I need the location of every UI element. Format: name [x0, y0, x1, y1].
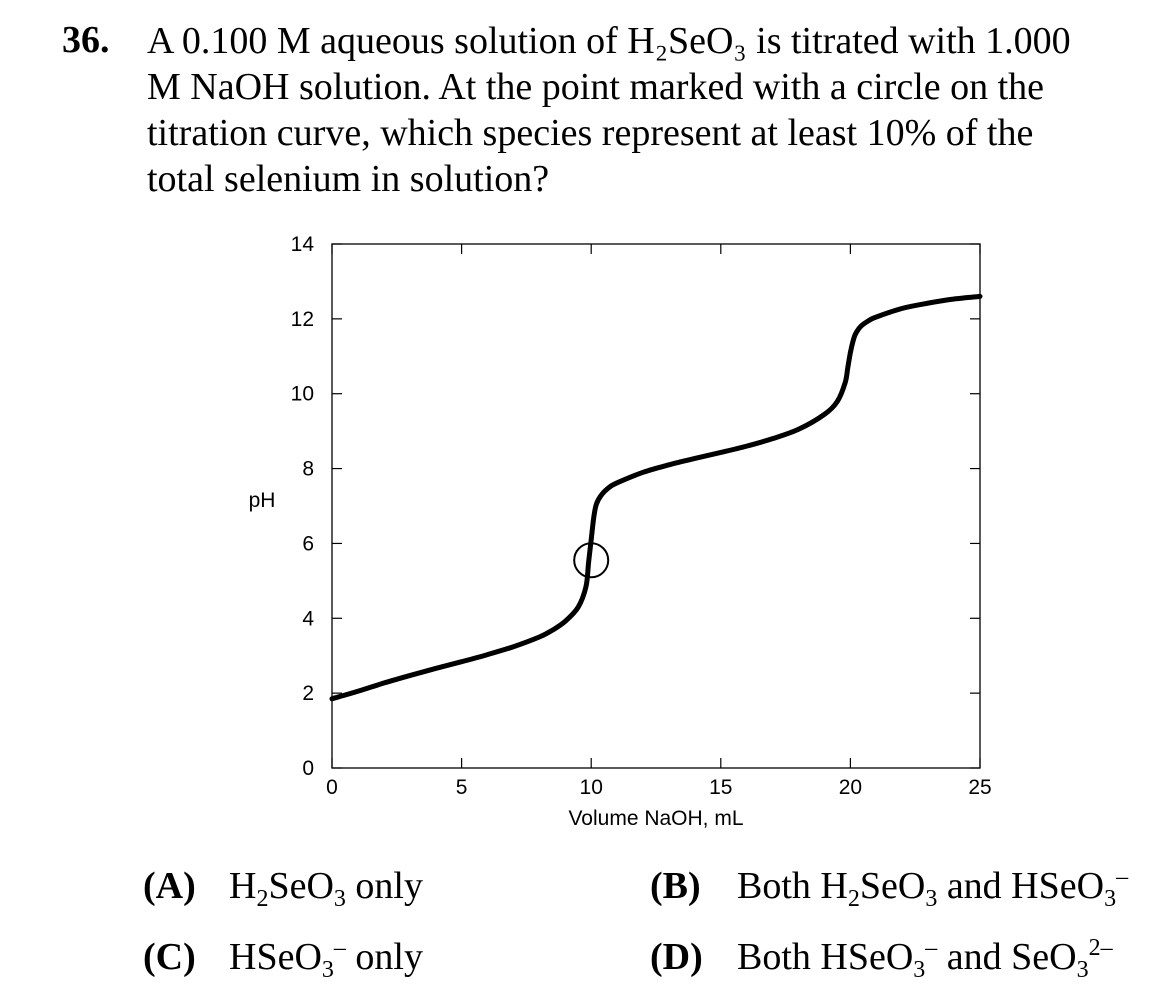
y-tick-label: 14 [291, 233, 315, 256]
y-tick-label: 8 [302, 458, 314, 481]
y-tick-label: 10 [291, 383, 314, 406]
y-tick-label: 0 [302, 757, 314, 780]
x-tick-label: 5 [456, 776, 468, 799]
x-tick-label: 20 [839, 776, 862, 799]
y-tick-label: 4 [302, 607, 314, 630]
choice-d-text: Both HSeO3– and SeO32– [737, 935, 1113, 983]
choice-d-letter: (D) [650, 936, 703, 978]
x-tick-label: 15 [709, 776, 732, 799]
chart-tick-labels: 0 5 10 15 20 25 0 2 4 6 8 10 12 14 [291, 233, 992, 799]
choice-b-letter: (B) [650, 865, 701, 907]
choice-a-letter: (A) [143, 865, 196, 907]
x-axis-label: Volume NaOH, mL [568, 807, 743, 830]
question-line-1: A 0.100 M aqueous solution of H₂SeO₃ is … [147, 20, 1071, 62]
choice-a-text: H2SeO3 only [229, 865, 423, 912]
circle-marker [573, 542, 610, 579]
question-line-2: M NaOH solution. At the point marked wit… [147, 66, 1045, 108]
question-line-4: total selenium in solution? [147, 158, 550, 200]
question-line-3: titration curve, which species represent… [147, 112, 1034, 154]
choice-d[interactable]: (D) Both HSeO3– and SeO32– [650, 935, 1113, 982]
y-tick-label: 2 [302, 682, 314, 705]
chart-ticks [331, 243, 981, 769]
question-text: A 0.100 M aqueous solution of H₂SeO₃ is … [147, 18, 1157, 202]
question-number: 36. [62, 19, 110, 61]
choice-b-text: Both H2SeO3 and HSeO3– [737, 864, 1129, 912]
plot-frame [331, 243, 981, 769]
choice-c-letter: (C) [143, 936, 196, 978]
choice-c[interactable]: (C) HSeO3– only [143, 935, 423, 982]
y-tick-label: 12 [291, 308, 314, 331]
y-tick-label: 6 [302, 532, 314, 555]
x-tick-label: 25 [968, 776, 991, 799]
choice-a[interactable]: (A) H2SeO3 only [143, 864, 423, 911]
x-tick-label: 10 [580, 776, 603, 799]
x-tick-label: 0 [326, 776, 338, 799]
y-axis-label: pH [249, 489, 276, 512]
choice-b[interactable]: (B) Both H2SeO3 and HSeO3– [650, 864, 1128, 911]
titration-curve [329, 293, 983, 702]
choice-c-text: HSeO3– only [229, 935, 423, 983]
